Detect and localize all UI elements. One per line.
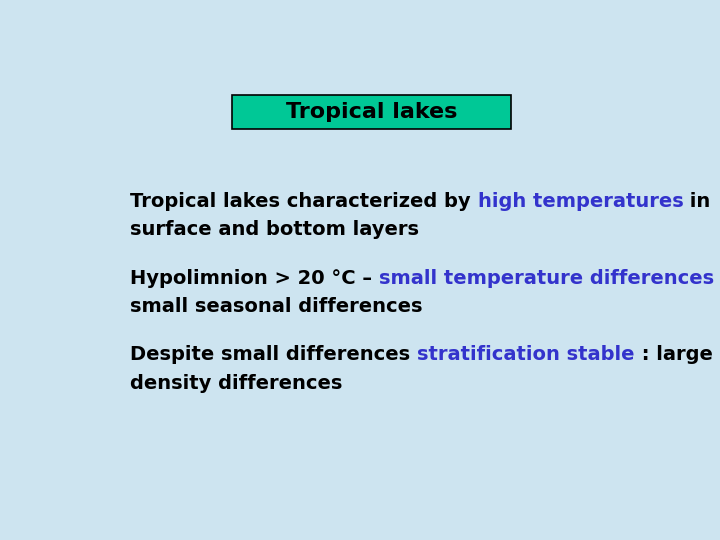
FancyBboxPatch shape (233, 95, 511, 129)
Text: small temperature differences: small temperature differences (379, 268, 714, 287)
Text: –: – (714, 268, 720, 287)
Text: stratification stable: stratification stable (417, 346, 634, 365)
Text: Tropical lakes: Tropical lakes (286, 102, 457, 122)
Text: Hypolimnion > 20 °C –: Hypolimnion > 20 °C – (130, 268, 379, 287)
Text: Despite small differences: Despite small differences (130, 346, 417, 365)
Text: Tropical lakes characterized by: Tropical lakes characterized by (130, 192, 477, 211)
Text: : large: : large (634, 346, 712, 365)
Text: high temperatures: high temperatures (477, 192, 683, 211)
Text: surface and bottom layers: surface and bottom layers (130, 220, 419, 239)
Text: density differences: density differences (130, 374, 343, 393)
Text: small seasonal differences: small seasonal differences (130, 297, 423, 316)
Text: in: in (683, 192, 711, 211)
